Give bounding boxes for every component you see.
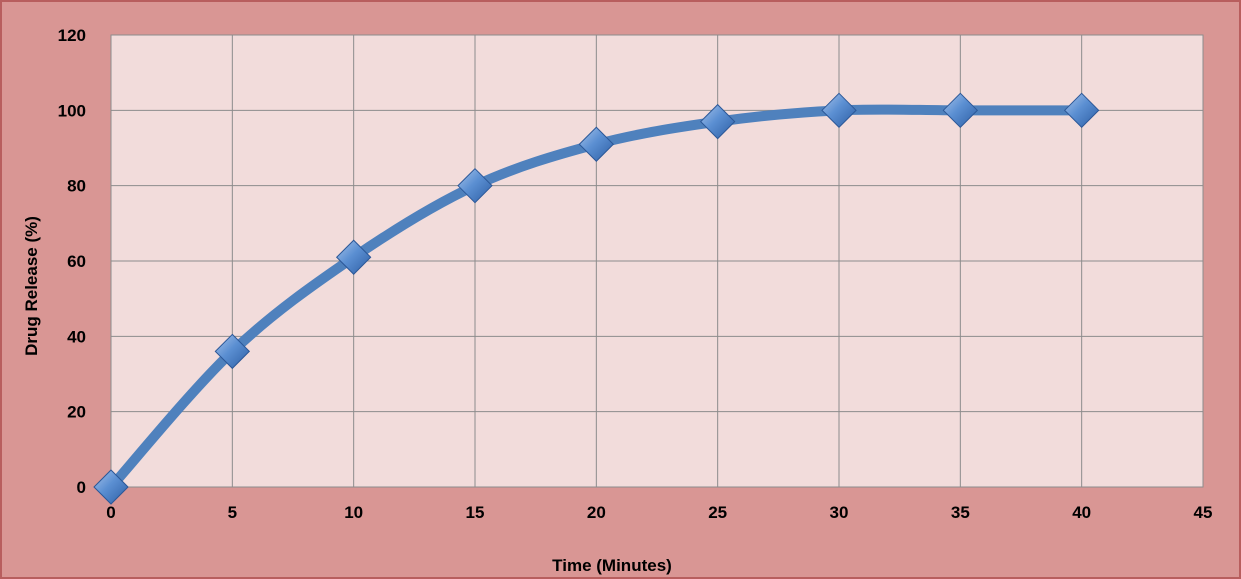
- y-tick-label: 0: [77, 478, 86, 497]
- y-axis-title: Drug Release (%): [22, 216, 41, 356]
- x-tick-label: 35: [951, 503, 970, 522]
- y-tick-label: 20: [67, 403, 86, 422]
- y-tick-label: 80: [67, 177, 86, 196]
- x-tick-label: 40: [1072, 503, 1091, 522]
- x-tick-label: 15: [466, 503, 485, 522]
- x-axis-title: Time (Minutes): [552, 556, 672, 575]
- x-tick-label: 30: [830, 503, 849, 522]
- y-tick-label: 40: [67, 327, 86, 346]
- x-tick-label: 45: [1194, 503, 1213, 522]
- x-tick-label: 0: [106, 503, 115, 522]
- x-tick-label: 10: [344, 503, 363, 522]
- y-tick-label: 120: [58, 26, 86, 45]
- y-tick-label: 60: [67, 252, 86, 271]
- x-tick-label: 5: [228, 503, 237, 522]
- x-tick-label: 25: [708, 503, 727, 522]
- x-tick-label: 20: [587, 503, 606, 522]
- y-tick-label: 100: [58, 101, 86, 120]
